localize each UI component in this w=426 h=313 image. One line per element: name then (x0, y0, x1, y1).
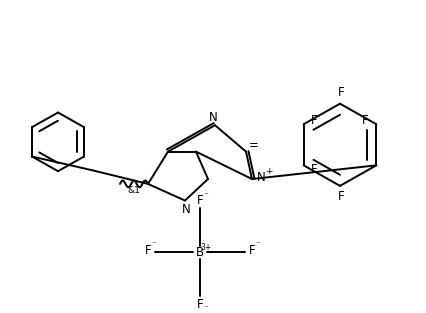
Text: ⁻: ⁻ (203, 191, 208, 200)
Text: F: F (196, 194, 203, 207)
Text: F: F (311, 114, 317, 127)
Text: &1: &1 (127, 186, 140, 195)
Text: F: F (337, 86, 343, 100)
Text: N: N (256, 171, 265, 183)
Text: F: F (311, 163, 317, 176)
Text: =: = (248, 139, 258, 152)
Text: F: F (248, 244, 255, 257)
Text: N: N (181, 203, 190, 216)
Text: 3+: 3+ (200, 243, 211, 252)
Text: B: B (196, 246, 204, 259)
Text: N: N (208, 111, 217, 124)
Text: F: F (144, 244, 151, 257)
Text: ⁻: ⁻ (203, 305, 208, 313)
Text: ⁻: ⁻ (151, 240, 156, 249)
Text: F: F (196, 298, 203, 311)
Text: +: + (265, 167, 272, 176)
Text: F: F (337, 190, 343, 203)
Text: F: F (361, 114, 368, 127)
Text: ⁻: ⁻ (255, 240, 260, 249)
